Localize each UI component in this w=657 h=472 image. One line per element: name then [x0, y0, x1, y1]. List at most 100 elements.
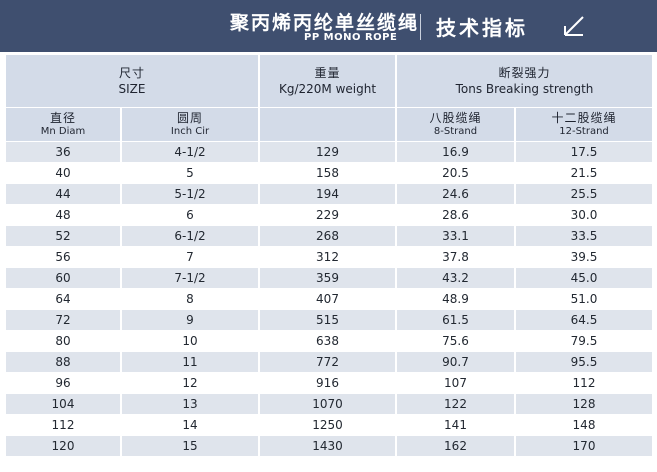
cell-diameter: 112: [6, 415, 122, 436]
table-row: 120 15 1430 162 170: [6, 436, 652, 457]
cell-12-strand: 21.5: [516, 163, 652, 184]
cell-weight: 158: [260, 163, 397, 184]
cell-circumference: 7: [122, 247, 260, 268]
table-row: 52 6-1/2 268 33.1 33.5: [6, 226, 652, 247]
header-diameter: 直径 Mn Diam: [6, 108, 122, 142]
cell-8-strand: 61.5: [397, 310, 516, 331]
table-body: 36 4-1/2 129 16.9 17.5 40 5 158 20.5 21.5 44 5-1/2 1…: [6, 142, 652, 457]
header-circumference: 圆周 Inch Cir: [122, 108, 260, 142]
cell-weight: 515: [260, 310, 397, 331]
product-title-english: PP MONO ROPE: [304, 32, 398, 43]
header-diameter-en: Mn Diam: [40, 125, 86, 137]
cell-weight: 194: [260, 184, 397, 205]
cell-12-strand: 112: [516, 373, 652, 394]
table-row: 72 9 515 61.5 64.5: [6, 310, 652, 331]
cell-8-strand: 141: [397, 415, 516, 436]
cell-weight: 312: [260, 247, 397, 268]
header-size-en: SIZE: [118, 82, 146, 96]
header-12-strand-cn: 十二股缆绳: [551, 110, 617, 125]
header-strength-en: Tons Breaking strength: [455, 82, 594, 96]
cell-diameter: 56: [6, 247, 122, 268]
table-row: 80 10 638 75.6 79.5: [6, 331, 652, 352]
cell-weight: 1430: [260, 436, 397, 457]
cell-8-strand: 37.8: [397, 247, 516, 268]
header-12-strand-en: 12-Strand: [559, 125, 609, 137]
header-weight: 重量 Kg/220M weight: [260, 55, 397, 108]
cell-circumference: 4-1/2: [122, 142, 260, 163]
table-row: 40 5 158 20.5 21.5: [6, 163, 652, 184]
table-row: 48 6 229 28.6 30.0: [6, 205, 652, 226]
cell-circumference: 13: [122, 394, 260, 415]
cell-8-strand: 43.2: [397, 268, 516, 289]
cell-diameter: 72: [6, 310, 122, 331]
cell-circumference: 8: [122, 289, 260, 310]
diagonal-arrow-icon: [564, 16, 584, 36]
cell-12-strand: 95.5: [516, 352, 652, 373]
cell-weight: 359: [260, 268, 397, 289]
header-size: 尺寸 SIZE: [6, 55, 260, 108]
cell-12-strand: 148: [516, 415, 652, 436]
cell-circumference: 15: [122, 436, 260, 457]
table-row: 44 5-1/2 194 24.6 25.5: [6, 184, 652, 205]
cell-12-strand: 79.5: [516, 331, 652, 352]
cell-diameter: 80: [6, 331, 122, 352]
cell-8-strand: 24.6: [397, 184, 516, 205]
cell-diameter: 40: [6, 163, 122, 184]
cell-12-strand: 25.5: [516, 184, 652, 205]
cell-12-strand: 30.0: [516, 205, 652, 226]
cell-diameter: 88: [6, 352, 122, 373]
header-strength-cn: 断裂强力: [498, 66, 551, 80]
cell-circumference: 9: [122, 310, 260, 331]
table-row: 104 13 1070 122 128: [6, 394, 652, 415]
header-weight-blank: [260, 108, 397, 142]
cell-8-strand: 28.6: [397, 205, 516, 226]
cell-12-strand: 39.5: [516, 247, 652, 268]
cell-8-strand: 48.9: [397, 289, 516, 310]
cell-8-strand: 162: [397, 436, 516, 457]
cell-12-strand: 51.0: [516, 289, 652, 310]
header-weight-en: Kg/220M weight: [278, 82, 377, 96]
table-row: 88 11 772 90.7 95.5: [6, 352, 652, 373]
cell-8-strand: 75.6: [397, 331, 516, 352]
cell-circumference: 5: [122, 163, 260, 184]
title-divider: [420, 14, 421, 40]
cell-circumference: 11: [122, 352, 260, 373]
table-row: 112 14 1250 141 148: [6, 415, 652, 436]
cell-diameter: 120: [6, 436, 122, 457]
header-8-strand-en: 8-Strand: [433, 125, 478, 137]
cell-diameter: 52: [6, 226, 122, 247]
cell-weight: 229: [260, 205, 397, 226]
cell-diameter: 96: [6, 373, 122, 394]
header-circumference-cn: 圆周: [176, 110, 203, 125]
cell-circumference: 6: [122, 205, 260, 226]
cell-8-strand: 122: [397, 394, 516, 415]
cell-diameter: 104: [6, 394, 122, 415]
spec-table: 尺寸 SIZE 重量 Kg/220M weight 断裂强力 Tons Brea…: [6, 55, 652, 457]
cell-diameter: 44: [6, 184, 122, 205]
cell-weight: 638: [260, 331, 397, 352]
cell-8-strand: 90.7: [397, 352, 516, 373]
table-row: 56 7 312 37.8 39.5: [6, 247, 652, 268]
header-diameter-cn: 直径: [49, 110, 76, 125]
cell-12-strand: 45.0: [516, 268, 652, 289]
header-size-cn: 尺寸: [118, 66, 145, 80]
cell-12-strand: 17.5: [516, 142, 652, 163]
cell-12-strand: 170: [516, 436, 652, 457]
cell-weight: 268: [260, 226, 397, 247]
cell-circumference: 7-1/2: [122, 268, 260, 289]
table-row: 36 4-1/2 129 16.9 17.5: [6, 142, 652, 163]
cell-8-strand: 16.9: [397, 142, 516, 163]
cell-8-strand: 20.5: [397, 163, 516, 184]
cell-diameter: 48: [6, 205, 122, 226]
cell-8-strand: 33.1: [397, 226, 516, 247]
table-row: 64 8 407 48.9 51.0: [6, 289, 652, 310]
table-row: 96 12 916 107 112: [6, 373, 652, 394]
header-12-strand: 十二股缆绳 12-Strand: [516, 108, 652, 142]
cell-weight: 1250: [260, 415, 397, 436]
product-title-chinese: 聚丙烯丙纶单丝缆绳: [230, 12, 420, 34]
table-row: 60 7-1/2 359 43.2 45.0: [6, 268, 652, 289]
cell-8-strand: 107: [397, 373, 516, 394]
title-bar: 聚丙烯丙纶单丝缆绳 PP MONO ROPE 技术指标: [0, 0, 657, 52]
header-circumference-en: Inch Cir: [170, 125, 210, 137]
header-8-strand: 八股缆绳 8-Strand: [397, 108, 516, 142]
